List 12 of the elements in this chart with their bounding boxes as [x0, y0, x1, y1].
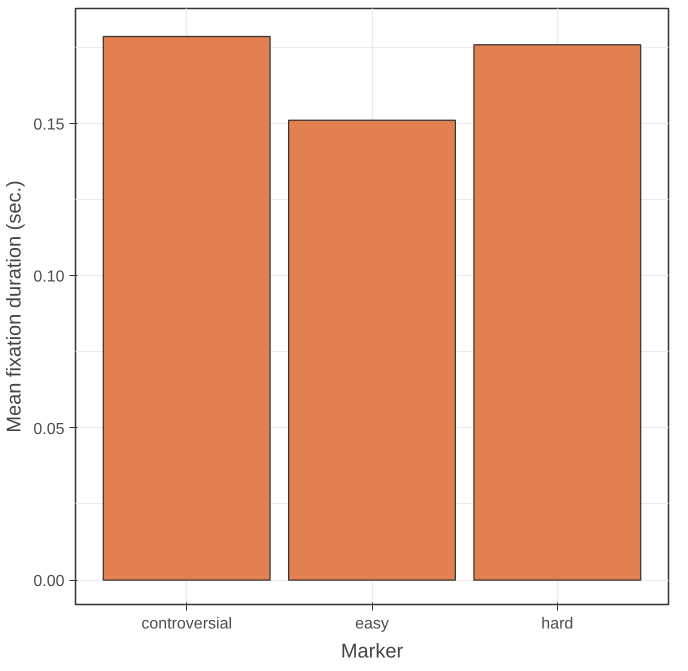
y-axis-title: Mean fixation duration (sec.)	[3, 180, 26, 433]
x-axis-title: Marker	[340, 640, 404, 662]
bar	[473, 44, 642, 581]
x-tick-label: easy	[355, 616, 389, 632]
bar	[288, 120, 456, 581]
y-tick-label: 0.10	[33, 268, 65, 286]
x-tick-label: controversial	[141, 616, 232, 632]
y-tick-label: 0.15	[33, 116, 65, 134]
y-tick-label: 0.05	[33, 420, 65, 438]
bar	[102, 36, 271, 581]
y-tick-label: 0.00	[33, 573, 65, 590]
x-tick-label: hard	[541, 616, 574, 632]
